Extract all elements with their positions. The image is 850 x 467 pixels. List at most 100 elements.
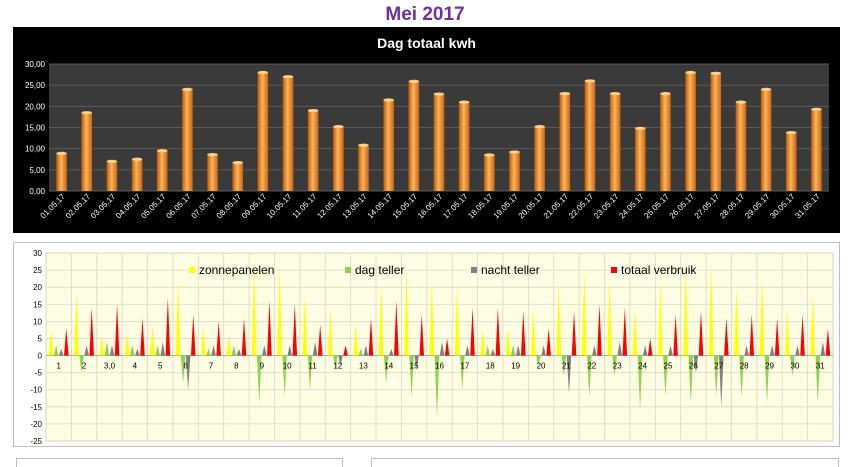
chart2-series-mark (185, 355, 191, 390)
chart2-series-mark (155, 345, 160, 356)
chart1-bar-cap (56, 151, 67, 155)
chart1-bar (811, 109, 822, 191)
chart2-series-mark (490, 348, 496, 356)
chart2-series-mark (520, 311, 526, 356)
chart2-xtick-label: 7 (209, 362, 214, 371)
chart2-xtick-label: 17 (460, 362, 469, 371)
chart2-series-mark (769, 345, 775, 356)
chart1-bar (735, 102, 747, 191)
chart2-xtick-label: 31 (816, 362, 825, 371)
chart1-bar (710, 73, 722, 191)
chart2-series-mark (236, 348, 242, 356)
chart2-series-mark (104, 341, 110, 356)
chart2-series-mark (439, 341, 445, 356)
chart2-series-mark (241, 317, 247, 356)
chart2-xtick-label: 16 (435, 362, 444, 371)
chart2-series-mark (404, 270, 409, 356)
chart2-xtick-label: 9 (260, 362, 265, 371)
chart1-bar (509, 152, 520, 191)
chart2-series-mark (378, 283, 384, 356)
chart2-ytick-label: 25 (33, 266, 42, 275)
chart1-bar (408, 81, 420, 191)
chart2-xtick-label: 13 (359, 362, 368, 371)
chart2-xtick-label: 30 (790, 362, 799, 371)
chart2-series-mark (216, 321, 221, 356)
chart2-series-mark (515, 345, 521, 356)
chart2-series-mark (708, 263, 714, 356)
chart2-series-mark (485, 345, 491, 356)
chart2-series-mark (130, 345, 135, 356)
chart2-ytick-label: 0 (38, 352, 43, 361)
chart1-bar-cap (156, 149, 168, 153)
chart2-series-mark (561, 355, 567, 377)
chart1-ytick-label: 25,00 (25, 81, 46, 90)
chart2-series-mark (262, 345, 267, 356)
chart2-series-mark (282, 355, 287, 397)
chart1-ytick-label: 30,00 (25, 60, 46, 69)
chart1-bar-cap (635, 126, 646, 130)
chart2-series-mark (292, 304, 298, 356)
chart2-series-mark (541, 345, 546, 356)
chart2-xtick-label: 12 (333, 362, 342, 371)
chart2-series-mark (140, 317, 145, 356)
chart2-ytick-label: -10 (30, 386, 42, 395)
chart1-bar-cap (182, 87, 193, 91)
chart2-series-mark (409, 355, 414, 397)
chart2-series-mark (251, 263, 257, 356)
chart2-series-mark (231, 345, 237, 356)
chart1-bar-cap (333, 125, 344, 129)
chart2-series-mark (795, 345, 800, 356)
chart2-series-mark (749, 314, 755, 356)
chart2-series-mark (180, 355, 186, 383)
chart2-series-mark (444, 338, 450, 356)
chart2-series-mark (338, 355, 343, 366)
chart1-ytick-label: 10,00 (25, 145, 46, 154)
chart2-series-mark (642, 345, 648, 356)
chart2-ytick-label: 15 (33, 300, 42, 309)
chart2-xtick-label: 4 (133, 362, 138, 371)
chart1-bar (156, 150, 168, 191)
chart1-bar-cap (282, 75, 294, 79)
chart2-series-mark (663, 355, 668, 397)
chart1-bar-cap (383, 98, 394, 102)
chart2-series-mark (454, 287, 460, 356)
chart2-series-mark (632, 309, 638, 356)
chart2-series-mark (434, 355, 440, 418)
chart2-series-mark (759, 276, 765, 356)
chart1-bar (131, 159, 143, 191)
chart2-series-mark (764, 355, 770, 404)
chart2-series-mark (734, 287, 739, 356)
chart1-bar-cap (131, 157, 143, 161)
chart2-xtick-label: 1 (56, 362, 61, 371)
chart2-series-mark (190, 314, 196, 356)
chart1-bar-cap (408, 79, 420, 83)
chart2-series-mark (825, 328, 831, 356)
chart2-series-mark (317, 324, 323, 356)
chart1-ytick-label: 5,00 (29, 166, 45, 175)
chart2-xtick-label: 18 (486, 362, 495, 371)
chart2-series-mark (637, 355, 643, 411)
chart2-series-mark (160, 341, 166, 356)
chart1-bar (307, 110, 319, 191)
chart2-series-mark (617, 341, 623, 356)
chart2-series-mark (480, 329, 485, 356)
chart1-bar-cap (509, 150, 520, 154)
chart2-series-mark (307, 355, 313, 390)
chart1-bar-cap (106, 159, 118, 163)
legend-swatch (611, 267, 617, 273)
chart2-series-mark (536, 355, 541, 366)
bottom-panel-right (371, 458, 839, 467)
chart2-series-mark (800, 314, 805, 356)
chart2-series-mark (277, 266, 282, 356)
chart2-series-mark (505, 328, 511, 356)
chart2-series-mark (48, 329, 54, 356)
chart2-ytick-label: 5 (38, 334, 43, 343)
chart2-series-mark (89, 307, 94, 356)
chart2-ytick-label: -15 (30, 403, 42, 412)
chart2-series-mark (510, 345, 516, 356)
chart1-bar-cap (559, 92, 571, 96)
legend-label: dag teller (355, 263, 404, 277)
chart2-series-mark (394, 300, 399, 356)
chart2-xtick-label: 11 (308, 362, 317, 371)
chart1-bar-cap (232, 161, 243, 165)
